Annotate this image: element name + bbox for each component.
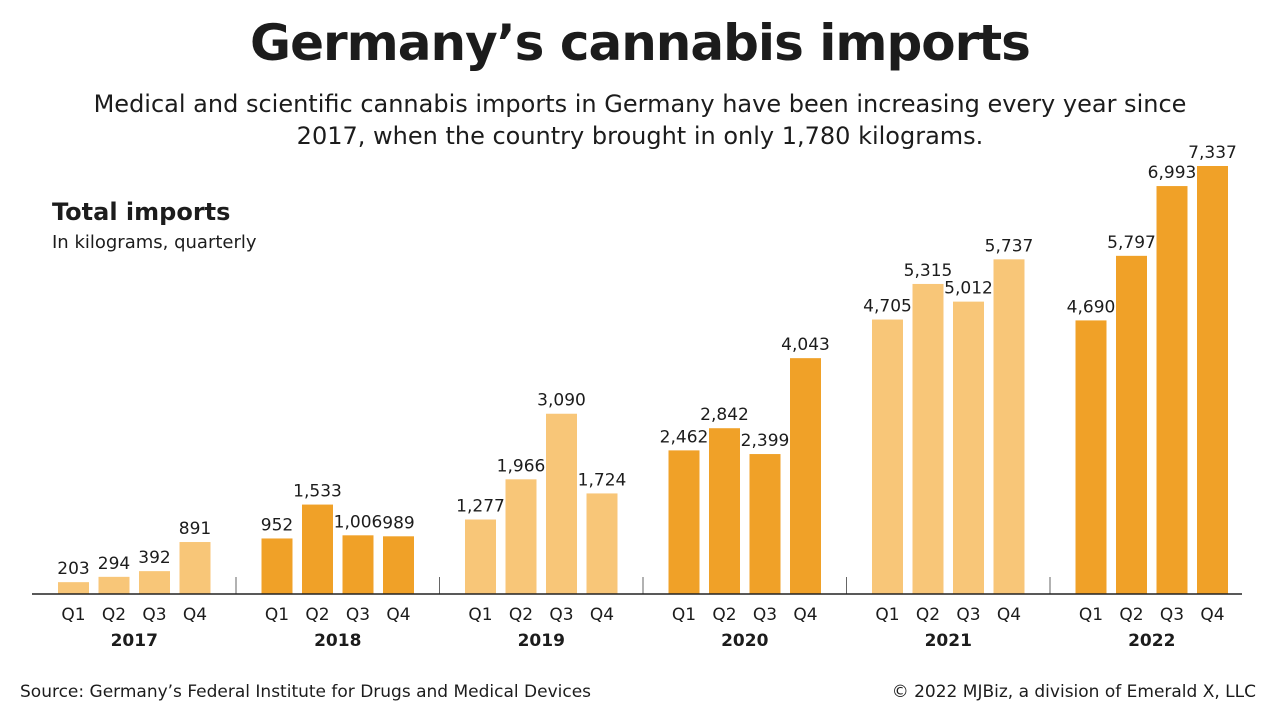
data-label: 5,797 — [1107, 233, 1156, 253]
data-label: 2,842 — [700, 405, 749, 425]
data-label: 3,090 — [537, 391, 586, 411]
x-tick-label: Q1 — [468, 605, 492, 625]
bar — [261, 538, 293, 594]
data-label: 294 — [98, 554, 130, 574]
data-label: 1,277 — [456, 497, 505, 517]
x-tick-label: Q1 — [265, 605, 289, 625]
bar — [179, 542, 211, 594]
bar — [1116, 255, 1147, 594]
data-label: 2,462 — [660, 427, 709, 447]
x-tick-label: Q2 — [102, 605, 126, 625]
x-tick-label: Q1 — [875, 605, 899, 625]
year-label: 2018 — [314, 631, 361, 651]
data-label: 7,337 — [1188, 143, 1237, 163]
data-label: 989 — [382, 513, 414, 533]
x-tick-label: Q1 — [672, 605, 696, 625]
bar — [139, 571, 170, 594]
bar — [953, 301, 984, 594]
data-label: 2,399 — [741, 431, 790, 451]
bar — [383, 536, 414, 594]
data-label: 4,690 — [1067, 297, 1116, 317]
x-tick-label: Q4 — [793, 605, 817, 625]
x-tick-label: Q3 — [142, 605, 166, 625]
bar — [749, 454, 781, 594]
copyright-note: © 2022 MJBiz, a division of Emerald X, L… — [891, 682, 1256, 702]
x-tick-label: Q4 — [997, 605, 1021, 625]
data-label: 6,993 — [1148, 163, 1197, 183]
bar — [993, 259, 1025, 594]
x-tick-label: Q3 — [549, 605, 573, 625]
bar — [465, 519, 496, 594]
bar — [1075, 320, 1107, 594]
data-label: 891 — [179, 519, 211, 539]
page-title: Germany’s cannabis imports — [250, 14, 1031, 72]
bar — [912, 283, 944, 594]
bar — [1197, 166, 1228, 594]
x-tick-label: Q4 — [590, 605, 614, 625]
bar — [872, 319, 903, 594]
x-tick-label: Q1 — [1079, 605, 1103, 625]
bar — [302, 504, 333, 594]
page-subtitle: Medical and scientific cannabis imports … — [93, 90, 1187, 150]
data-label: 1,966 — [497, 456, 546, 476]
bar — [58, 582, 89, 594]
x-tick-label: Q2 — [305, 605, 329, 625]
data-label: 392 — [138, 548, 170, 568]
bar — [586, 493, 618, 594]
x-tick-label: Q3 — [753, 605, 777, 625]
x-tick-label: Q2 — [712, 605, 736, 625]
data-label: 1,006 — [334, 512, 383, 532]
bar — [98, 576, 130, 594]
data-label: 5,012 — [944, 279, 993, 299]
bar — [1156, 186, 1188, 594]
x-tick-label: Q2 — [916, 605, 940, 625]
source-note: Source: Germany’s Federal Institute for … — [20, 682, 592, 702]
year-label: 2019 — [518, 631, 565, 651]
data-label: 1,533 — [293, 482, 342, 502]
bar — [790, 358, 821, 594]
chart-subtitle: In kilograms, quarterly — [52, 232, 257, 253]
x-tick-label: Q4 — [386, 605, 410, 625]
data-label: 952 — [261, 515, 293, 535]
x-tick-label: Q3 — [956, 605, 980, 625]
x-tick-label: Q4 — [1200, 605, 1224, 625]
x-tick-label: Q3 — [1160, 605, 1184, 625]
x-tick-label: Q1 — [61, 605, 85, 625]
year-label: 2021 — [925, 631, 972, 651]
data-label: 203 — [57, 559, 89, 579]
year-label: 2022 — [1128, 631, 1175, 651]
data-label: 1,724 — [578, 470, 627, 490]
year-label: 2017 — [111, 631, 158, 651]
chart-title: Total imports — [52, 198, 231, 226]
x-tick-label: Q3 — [346, 605, 370, 625]
data-label: 4,043 — [781, 335, 830, 355]
x-tick-label: Q4 — [183, 605, 207, 625]
bar — [342, 535, 374, 594]
data-label: 5,737 — [985, 236, 1034, 256]
bar — [546, 413, 577, 594]
data-label: 4,705 — [863, 297, 912, 317]
x-tick-label: Q2 — [1119, 605, 1143, 625]
bar — [709, 428, 740, 594]
data-label: 5,315 — [904, 261, 953, 281]
year-label: 2020 — [721, 631, 768, 651]
x-tick-label: Q2 — [509, 605, 533, 625]
bar — [668, 450, 700, 594]
bar — [505, 479, 537, 594]
